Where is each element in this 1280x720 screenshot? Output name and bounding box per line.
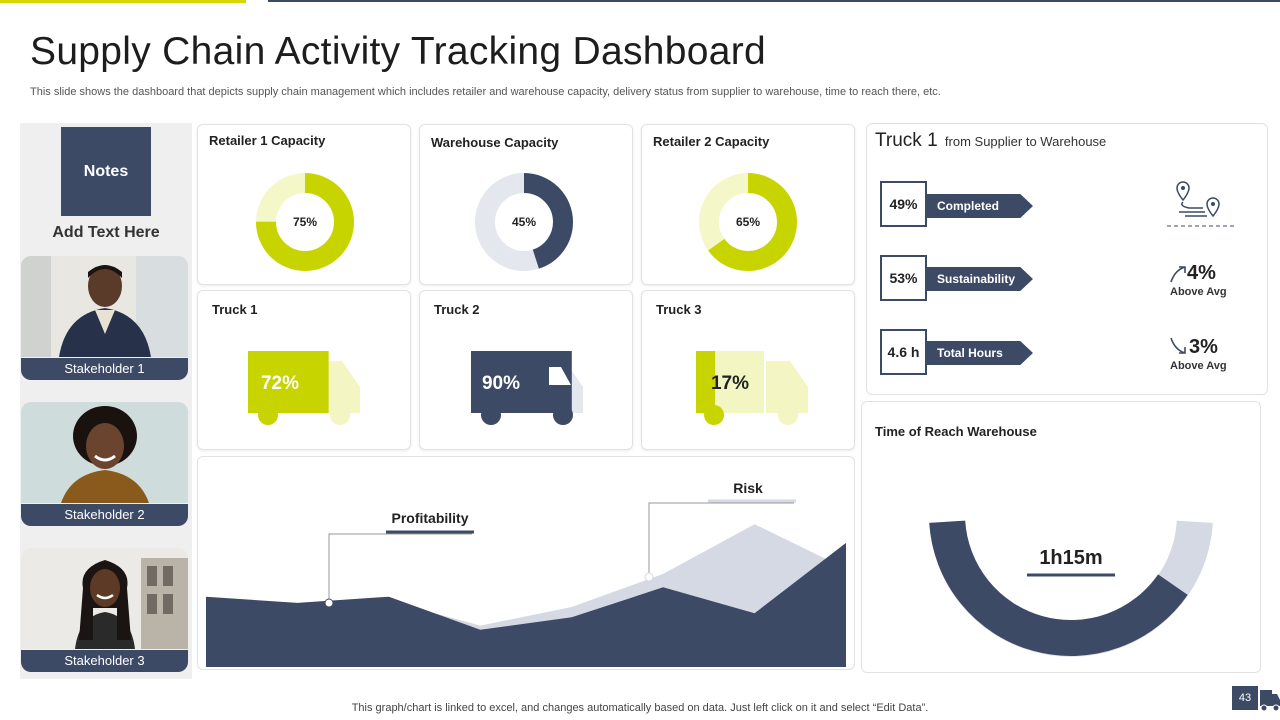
truck-1-panel-title: Truck 1 [875, 130, 938, 151]
gauge-arc [929, 520, 1188, 656]
truck-wheel [330, 405, 350, 425]
truck-1-title: Truck 1 [212, 302, 258, 317]
retailer-2-capacity-card: Retailer 2 Capacity 65% [641, 124, 855, 285]
truck-1-panel-header: Truck 1 from Supplier to Warehouse [875, 130, 1106, 152]
truck-3-icon: 17% [696, 351, 808, 425]
retailer-1-percent: 75% [293, 215, 317, 229]
total-hours-value-box: 4.6 h [880, 329, 927, 375]
truck-1-panel-subtitle: from Supplier to Warehouse [944, 134, 1107, 149]
time-of-reach-title: Time of Reach Warehouse [875, 424, 1037, 439]
total-hours-label-arrow: Total Hours [927, 341, 1033, 365]
warehouse-capacity-card: Warehouse Capacity 45% [419, 124, 633, 285]
truck-window [549, 367, 571, 385]
truck-wheel [553, 405, 573, 425]
truck-fill [248, 351, 329, 413]
truck-wheel [258, 405, 278, 425]
risk-label: Risk [733, 480, 763, 496]
stakeholder-2-photo [21, 402, 188, 503]
stakeholder-card-2[interactable]: Stakeholder 2 [21, 402, 188, 526]
completed-label-arrow: Completed [927, 194, 1033, 218]
stakeholder-1-photo [21, 256, 188, 357]
time-of-reach-gauge: 1h15m [929, 520, 1213, 657]
add-text-placeholder[interactable]: Add Text Here [52, 224, 160, 241]
stakeholder-card-1[interactable]: Stakeholder 1 [21, 256, 188, 380]
footer-note: This graph/chart is linked to excel, and… [351, 702, 929, 714]
time-of-reach-card: Time of Reach Warehouse 1h15m [861, 401, 1261, 673]
retailer-2-capacity-title: Retailer 2 Capacity [653, 134, 770, 149]
retailer-1-capacity-title: Retailer 1 Capacity [209, 133, 326, 148]
risk-leader-line [648, 502, 794, 577]
truck-cab [766, 361, 808, 413]
page-title: Supply Chain Activity Tracking Dashboard [30, 30, 767, 73]
truck-2-card: Truck 2 90% [419, 290, 633, 450]
truck-wheel [778, 405, 798, 425]
truck-logo-icon [1260, 690, 1280, 712]
retailer-1-capacity-card: Retailer 1 Capacity 75% [197, 124, 411, 285]
warehouse-donut: 45% [475, 173, 573, 271]
sustainability-value-box: 53% [880, 255, 927, 301]
retailer-2-percent: 65% [736, 215, 760, 229]
retailer-1-donut: 75% [256, 173, 354, 271]
above-avg-1-label: Above Avg [1170, 286, 1227, 298]
truck-wheel [704, 405, 724, 425]
truck-2-icon: 90% [471, 351, 583, 425]
route-map-icon [1167, 181, 1235, 227]
donut-arc [699, 173, 797, 271]
trend-down-icon [1170, 337, 1186, 354]
profitability-risk-chart-card: Profitability Risk [197, 456, 855, 670]
donut-arc [475, 173, 573, 271]
above-avg-1-value: 4% [1187, 262, 1216, 284]
sustainability-label-arrow: Sustainability [927, 267, 1033, 291]
truck-2-percent: 90% [482, 373, 520, 394]
trend-up-icon [1170, 266, 1186, 283]
completed-value-box: 49% [880, 181, 927, 227]
profitability-risk-chart: Profitability Risk [206, 480, 846, 667]
page-number: 43 [1232, 686, 1258, 710]
donut-arc [256, 173, 354, 271]
stakeholder-2-label: Stakeholder 2 [21, 504, 188, 526]
retailer-2-donut: 65% [699, 173, 797, 271]
top-accent-yellow [0, 0, 246, 3]
top-accent-navy [268, 0, 1280, 2]
truck-3-card: Truck 3 17% [641, 290, 855, 450]
warehouse-percent: 45% [512, 215, 536, 229]
above-avg-2-label: Above Avg [1170, 360, 1227, 372]
risk-marker [644, 572, 654, 582]
truck-1-status-panel: Truck 1 from Supplier to Warehouse 49% C… [866, 123, 1268, 395]
truck-1-card: Truck 1 72% [197, 290, 411, 450]
stakeholder-1-label: Stakeholder 1 [21, 358, 188, 380]
truck-3-title: Truck 3 [656, 302, 702, 317]
stakeholder-card-3[interactable]: Stakeholder 3 [21, 548, 188, 672]
stakeholder-3-photo [21, 548, 188, 649]
profitability-area-series [206, 542, 846, 667]
profitability-leader-line [328, 533, 472, 603]
truck-wheel [481, 405, 501, 425]
profitability-marker [324, 598, 334, 608]
stakeholder-3-label: Stakeholder 3 [21, 650, 188, 672]
truck-3-percent: 17% [711, 373, 749, 394]
truck-2-title: Truck 2 [434, 302, 480, 317]
truck-fill [696, 351, 716, 413]
time-of-reach-value: 1h15m [1039, 547, 1102, 569]
notes-box[interactable]: Notes [61, 127, 151, 216]
truck-1-percent: 72% [261, 373, 299, 394]
above-avg-2-value: 3% [1189, 336, 1218, 358]
page-subtitle: This slide shows the dashboard that depi… [30, 86, 941, 98]
truck-1-icon: 72% [248, 351, 360, 425]
warehouse-capacity-title: Warehouse Capacity [431, 135, 559, 150]
profitability-label: Profitability [391, 510, 468, 526]
